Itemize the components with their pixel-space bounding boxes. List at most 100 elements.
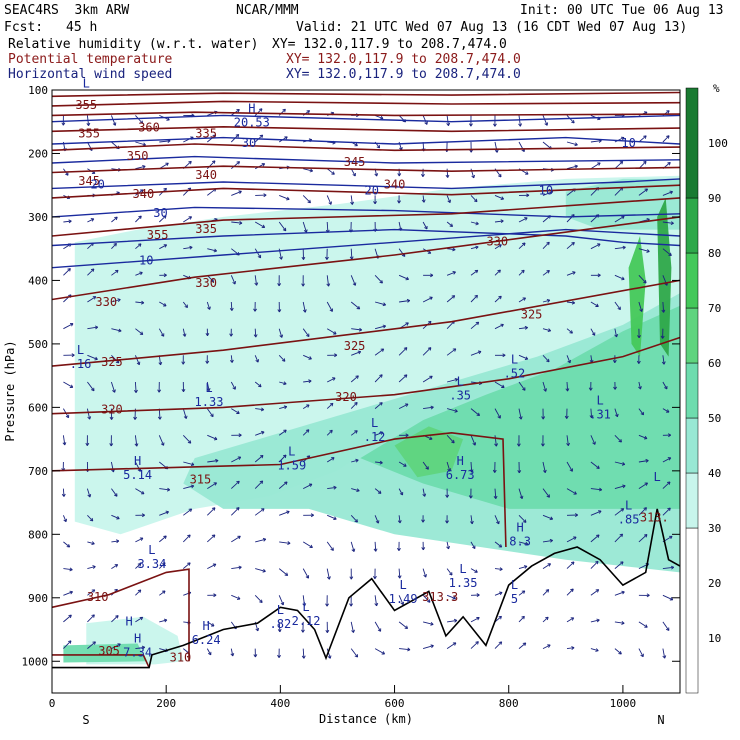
wind-vector-head — [255, 627, 260, 632]
wind-vector — [326, 402, 334, 409]
terrain-line — [52, 508, 681, 669]
wind-vector — [518, 514, 527, 523]
wind-vector-head — [596, 618, 600, 623]
wind-vector-head — [305, 429, 310, 433]
wind-vector-head — [261, 430, 265, 435]
wind-vector-head — [184, 304, 188, 309]
wind-vector-head — [668, 252, 672, 257]
wind-vector — [350, 248, 353, 260]
wind-vector-head — [644, 624, 648, 628]
wind-vector-head — [429, 296, 433, 301]
wind-vector-head — [492, 469, 497, 473]
wind-vector-head — [91, 589, 96, 593]
wind-vector-head — [141, 645, 146, 650]
wind-vector — [422, 375, 433, 383]
extremum-18: H6.24 — [192, 619, 221, 647]
wind-vector — [398, 403, 409, 410]
wind-vector-head — [139, 120, 144, 124]
wind-vector-head — [669, 535, 673, 540]
wind-vector — [399, 648, 411, 651]
extremum-12: H8.3 — [509, 521, 531, 549]
wind-vector-head — [407, 647, 411, 652]
wind-vector — [111, 643, 121, 650]
wind-vector-head — [229, 359, 234, 363]
wind-vector-head — [612, 359, 617, 364]
extremum-13: L.85 — [618, 498, 640, 526]
wind-vector-head — [207, 306, 211, 310]
wind-vector — [159, 488, 170, 491]
wind-vector-head — [284, 481, 288, 485]
wind-vector-head — [308, 379, 312, 384]
wind-vector-head — [397, 520, 402, 524]
wind-label-6: 10 — [539, 184, 553, 198]
wind-vector-head — [66, 544, 71, 548]
extremum-value: .35 — [449, 389, 471, 403]
wind-vector — [350, 301, 360, 310]
wind-vector-head — [595, 648, 599, 652]
wind-vector-head — [373, 201, 377, 205]
wind-vector-head — [163, 244, 168, 248]
wind-vector — [422, 594, 431, 603]
wind-vector — [279, 194, 290, 200]
wind-vector-head — [637, 335, 641, 339]
wind-vector — [446, 320, 455, 330]
wind-vector-head — [618, 439, 622, 443]
wind-vector — [159, 244, 167, 250]
theta-isoline — [51, 431, 507, 548]
wind-vector-head — [423, 574, 427, 578]
wind-vector — [326, 168, 335, 175]
wind-vector — [590, 534, 600, 543]
wind-vector-head — [308, 483, 313, 487]
wind-vector-head — [85, 442, 90, 446]
wind-vector-head — [545, 589, 550, 593]
wind-vector — [470, 246, 479, 250]
wind-vector — [470, 221, 479, 225]
wind-vector — [542, 644, 551, 650]
wind-vector-head — [380, 348, 385, 352]
theta-isoline — [51, 197, 681, 237]
extremum-type: L — [511, 578, 518, 592]
wind-vector-head — [236, 480, 240, 485]
wind-vector — [518, 408, 522, 420]
wind-vector-head — [526, 193, 530, 198]
wind-vector — [470, 435, 476, 446]
wind-vector-head — [523, 565, 528, 569]
wind-vector — [590, 589, 599, 596]
wind-vector-head — [134, 443, 139, 447]
wind-vector-head — [277, 629, 282, 633]
wind-vector — [566, 461, 573, 472]
y-tick-label: 400 — [28, 274, 48, 287]
wind-vector — [135, 141, 146, 146]
wind-vector — [566, 381, 569, 392]
wind-vector-head — [614, 413, 619, 418]
wind-vector-head — [403, 374, 408, 378]
wind-vector-head — [498, 295, 502, 300]
wind-vector — [254, 108, 263, 116]
wind-vector — [470, 294, 478, 303]
wind-isoline — [51, 206, 681, 218]
wind-vector-head — [430, 621, 434, 626]
wind-vector — [135, 616, 143, 623]
theta-label-6: 340 — [195, 168, 217, 182]
wind-vector-head — [284, 572, 289, 576]
wind-vector — [303, 354, 312, 360]
extremum-type: L — [288, 444, 295, 458]
wind-vector — [278, 328, 283, 338]
wind-vector — [86, 408, 91, 420]
wind-vector — [374, 274, 383, 284]
wind-vector-head — [258, 383, 262, 388]
wind-vector — [518, 269, 525, 276]
wind-vector-head — [522, 519, 527, 523]
y-tick-label: 800 — [28, 528, 48, 541]
wind-vector-head — [141, 490, 145, 495]
wind-vector — [111, 488, 118, 497]
extremum-value: .52 — [504, 366, 526, 380]
theta-isolines — [51, 91, 681, 668]
wind-vector — [110, 115, 116, 126]
wind-vector — [662, 191, 673, 196]
wind-vector — [63, 568, 73, 571]
wind-vector-head — [426, 599, 431, 603]
theta-isoline — [51, 184, 681, 199]
wind-vector — [350, 514, 358, 523]
